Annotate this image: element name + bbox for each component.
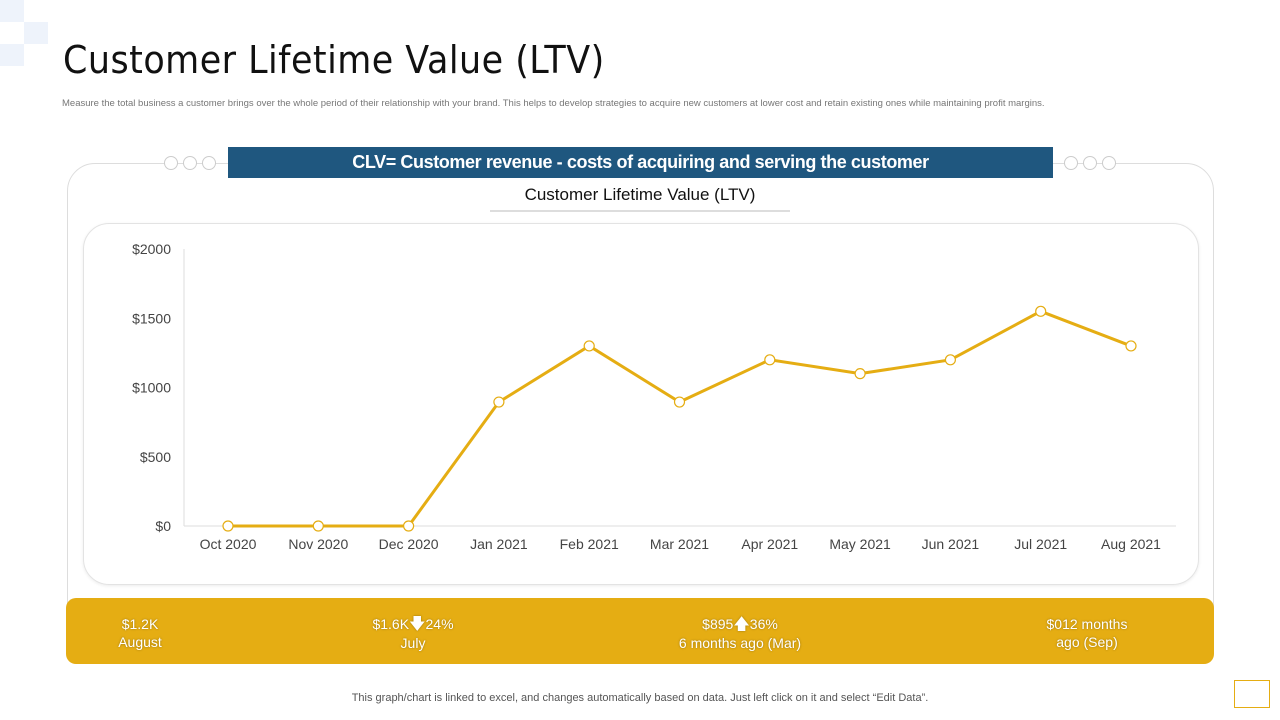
stat-march: $895🡅36% 6 months ago (Mar) bbox=[640, 615, 840, 652]
x-tick-label: Mar 2021 bbox=[650, 536, 709, 552]
chart-title: Customer Lifetime Value (LTV) bbox=[490, 185, 790, 212]
decor-circle bbox=[202, 156, 216, 170]
stat-value: $1.2K bbox=[121, 616, 159, 632]
data-point bbox=[1035, 305, 1047, 317]
data-point bbox=[403, 520, 415, 532]
x-tick-label: Jun 2021 bbox=[922, 536, 980, 552]
y-tick-label: $500 bbox=[140, 449, 171, 465]
x-tick-label: Dec 2020 bbox=[379, 536, 439, 552]
x-tick-label: May 2021 bbox=[829, 536, 891, 552]
decor-circle bbox=[164, 156, 178, 170]
data-point bbox=[1125, 340, 1137, 352]
data-point bbox=[764, 354, 776, 366]
decor-circle bbox=[1064, 156, 1078, 170]
footer-note: This graph/chart is linked to excel, and… bbox=[351, 692, 929, 704]
stat-july: $1.6K🡇24% July bbox=[333, 615, 493, 652]
stat-september: $012 months ago (Sep) bbox=[1017, 615, 1157, 651]
x-tick-label: Aug 2021 bbox=[1101, 536, 1161, 552]
corner-box bbox=[1234, 680, 1270, 708]
formula-banner: CLV= Customer revenue - costs of acquiri… bbox=[228, 147, 1053, 178]
series-line bbox=[228, 309, 1132, 528]
decor-circle bbox=[1083, 156, 1097, 170]
data-point bbox=[312, 520, 324, 532]
stat-label: 6 months ago (Mar) bbox=[678, 635, 802, 651]
stat-label: August bbox=[118, 634, 162, 650]
decor-square bbox=[0, 0, 24, 22]
x-tick-label: Nov 2020 bbox=[288, 536, 348, 552]
x-tick-label: Jan 2021 bbox=[470, 536, 528, 552]
data-point bbox=[583, 340, 595, 352]
stat-percent: 24% bbox=[425, 616, 454, 632]
page-title: Customer Lifetime Value (LTV) bbox=[63, 38, 605, 82]
y-tick-label: $2000 bbox=[132, 241, 171, 257]
data-point bbox=[222, 520, 234, 532]
decor-square bbox=[24, 22, 48, 44]
stat-value: $012 months bbox=[1046, 616, 1128, 632]
stat-percent: 36% bbox=[749, 616, 778, 632]
data-point bbox=[944, 354, 957, 366]
arrow-down-icon: 🡇 bbox=[409, 616, 426, 633]
y-tick-label: $0 bbox=[155, 518, 171, 534]
chart-panel[interactable] bbox=[83, 223, 1199, 585]
arrow-up-icon: 🡅 bbox=[733, 616, 750, 633]
decor-square bbox=[0, 44, 24, 66]
x-tick-label: Oct 2020 bbox=[200, 536, 257, 552]
data-point bbox=[493, 396, 505, 408]
stat-august: $1.2K August bbox=[90, 615, 190, 651]
stat-label: ago (Sep) bbox=[1056, 634, 1118, 650]
data-point bbox=[854, 368, 866, 380]
x-tick-label: Feb 2021 bbox=[560, 536, 619, 552]
decor-circle bbox=[183, 156, 197, 170]
stat-value: $895 bbox=[702, 616, 734, 632]
stat-value: $1.6K bbox=[372, 616, 410, 632]
x-tick-label: Jul 2021 bbox=[1014, 536, 1067, 552]
y-tick-label: $1500 bbox=[132, 310, 171, 326]
decor-circle bbox=[1102, 156, 1116, 170]
x-tick-label: Apr 2021 bbox=[741, 536, 798, 552]
stat-label: July bbox=[400, 635, 426, 651]
page-description: Measure the total business a customer br… bbox=[62, 98, 1045, 109]
stats-band bbox=[66, 598, 1214, 664]
y-tick-label: $1000 bbox=[132, 380, 171, 396]
data-point bbox=[673, 396, 686, 408]
